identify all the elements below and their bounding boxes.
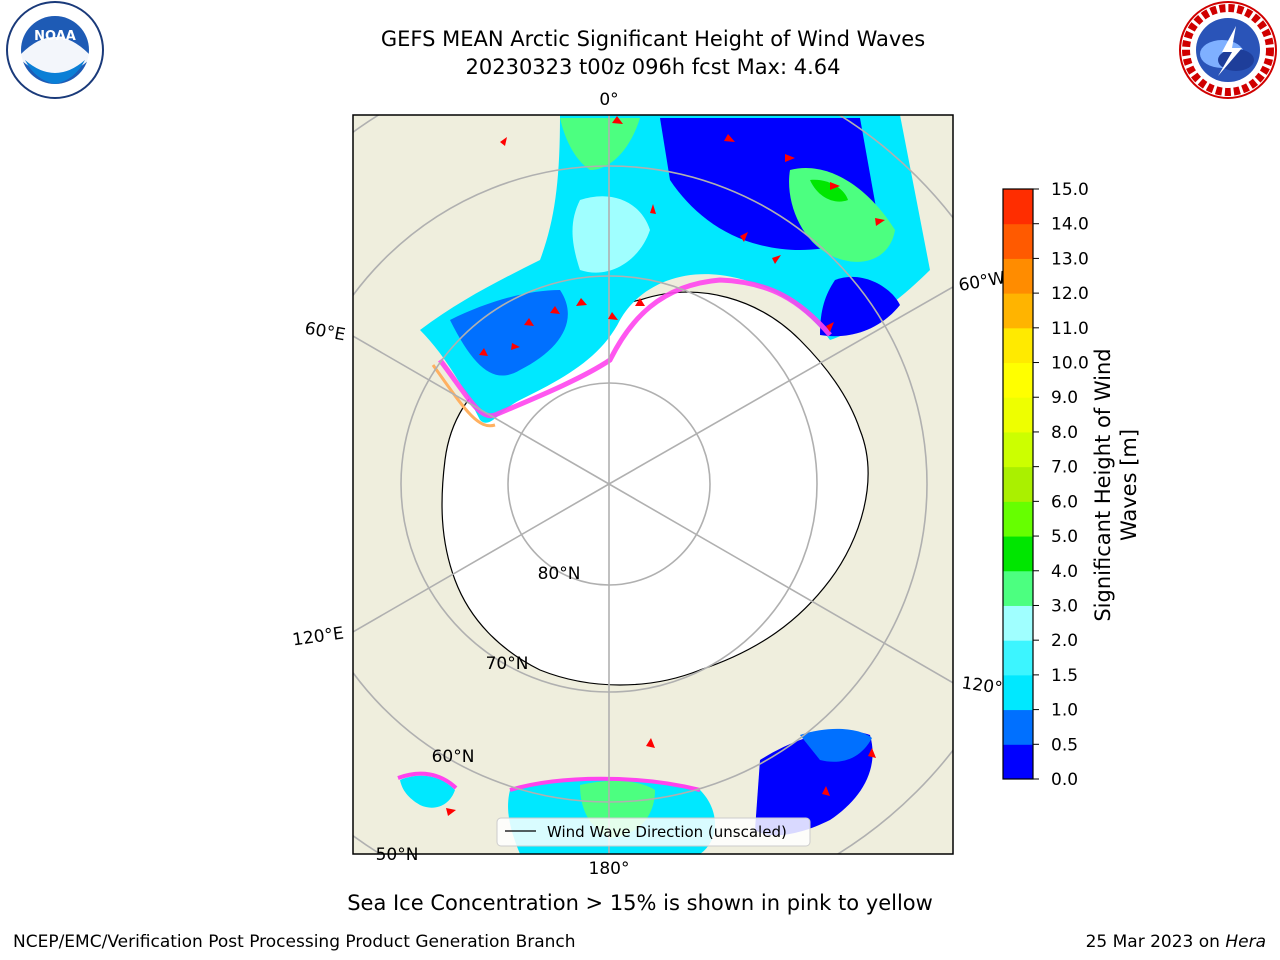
arrow — [635, 298, 645, 306]
arrow — [446, 808, 456, 816]
colorbar-tick-label: 15.0 — [1051, 180, 1089, 200]
colorbar-segment — [1003, 397, 1033, 433]
noaa-logo: NOAA — [6, 1, 104, 99]
colorbar-tick-label: 14.0 — [1051, 215, 1089, 235]
colorbar-segment — [1003, 431, 1033, 468]
arrow — [875, 218, 885, 226]
colorbar-tick-label: 1.5 — [1051, 666, 1078, 686]
colorbar-tick-label: 12.0 — [1051, 284, 1089, 304]
colorbar-segment — [1003, 744, 1033, 780]
nws-logo — [1179, 1, 1277, 99]
arrow — [740, 232, 748, 242]
lon-label-120e: 120°E — [291, 623, 345, 650]
arrow — [772, 255, 781, 264]
arrow — [479, 348, 488, 356]
footer-left: NCEP/EMC/Verification Post Processing Pr… — [13, 932, 576, 952]
colorbar-segment — [1003, 536, 1033, 572]
colorbar-segment — [1003, 258, 1033, 294]
arrow — [608, 312, 618, 320]
arrow-legend: Wind Wave Direction (unscaled) — [496, 817, 811, 847]
arrow — [650, 204, 656, 214]
arrow — [550, 306, 560, 314]
colorbar: 15.0 14.0 13.0 12.0 11.0 10.0 9.0 8.0 7.0 6.0 5.0 4… — [1002, 180, 1089, 790]
lon-label-60e: 60°E — [303, 319, 347, 346]
colorbar-segment — [1003, 501, 1033, 537]
colorbar-tick-label: 4.0 — [1051, 562, 1078, 582]
colorbar-tick-label: 3.0 — [1051, 596, 1078, 616]
arrow — [500, 137, 507, 146]
arrow — [576, 298, 587, 306]
colorbar-tick-label: 2.0 — [1051, 631, 1078, 651]
arrow — [511, 343, 520, 350]
colorbar-segment — [1003, 640, 1033, 676]
colorbar-segment — [1003, 189, 1033, 225]
arrow — [868, 748, 876, 758]
colorbar-tick-label: 10.0 — [1051, 354, 1089, 374]
map-area: Wind Wave Direction (unscaled) — [353, 115, 953, 854]
arrow — [612, 116, 623, 124]
chart-title: GEFS MEAN Arctic Significant Height of W… — [380, 27, 926, 51]
arrow — [830, 182, 840, 190]
colorbar-tick-label: 7.0 — [1051, 458, 1078, 478]
colorbar-tick-label: 11.0 — [1051, 319, 1089, 339]
colorbar-segment — [1003, 223, 1033, 259]
arrow — [646, 738, 655, 748]
colorbar-segment — [1003, 674, 1033, 711]
lat-label-70: 70°N — [486, 654, 529, 674]
colorbar-tick-label: 0.0 — [1051, 770, 1078, 790]
colorbar-segment — [1003, 709, 1033, 745]
map-frame — [352, 114, 954, 855]
colorbar-tick-label: 9.0 — [1051, 388, 1078, 408]
lat-label-50: 50°N — [376, 845, 419, 865]
graticule — [353, 115, 953, 854]
chart-subtitle: 20230323 t00z 096h fcst Max: 4.64 — [465, 55, 841, 79]
colorbar-segment — [1003, 605, 1033, 641]
arrow — [826, 322, 834, 332]
footer-date: 25 Mar 2023 on — [1085, 932, 1226, 952]
arrow — [822, 786, 830, 796]
lat-label-80: 80°N — [538, 564, 581, 584]
colorbar-tick-label: 5.0 — [1051, 527, 1078, 547]
arrow — [724, 134, 735, 142]
colorbar-segment — [1003, 362, 1033, 398]
lat-label-60: 60°N — [432, 747, 475, 767]
svg-text:NOAA: NOAA — [34, 29, 76, 44]
footer-machine: Hera — [1225, 932, 1266, 952]
colorbar-tick-label: 6.0 — [1051, 492, 1078, 512]
colorbar-tick-label: 8.0 — [1051, 423, 1078, 443]
footer-right: 25 Mar 2023 on Hera — [1086, 932, 1266, 952]
colorbar-segment — [1003, 293, 1033, 329]
lon-label-180: 180° — [589, 859, 630, 879]
colorbar-segment — [1003, 327, 1033, 364]
lon-label-120w: 120° — [960, 673, 1003, 699]
colorbar-segment — [1003, 466, 1033, 502]
colorbar-tick-label: 13.0 — [1051, 249, 1089, 269]
colorbar-label-line2: Waves [m] — [1117, 428, 1141, 542]
legend-label: Wind Wave Direction (unscaled) — [547, 823, 787, 841]
colorbar-tick-label: 1.0 — [1051, 701, 1078, 721]
colorbar-frame — [1002, 188, 1034, 780]
colorbar-label-line1: Significant Height of Wind — [1091, 348, 1115, 622]
colorbar-segment — [1003, 570, 1033, 606]
sea-ice-note: Sea Ice Concentration > 15% is shown in … — [347, 891, 933, 915]
wind-wave-arrows — [446, 116, 885, 816]
colorbar-tick-label: 0.5 — [1051, 735, 1078, 755]
colorbar-label: Significant Height of Wind Waves [m] — [1090, 348, 1142, 621]
lon-label-0: 0° — [599, 90, 618, 110]
arrow — [785, 154, 795, 162]
arrow — [524, 318, 534, 326]
lon-label-60w: 60°W — [957, 268, 1007, 296]
